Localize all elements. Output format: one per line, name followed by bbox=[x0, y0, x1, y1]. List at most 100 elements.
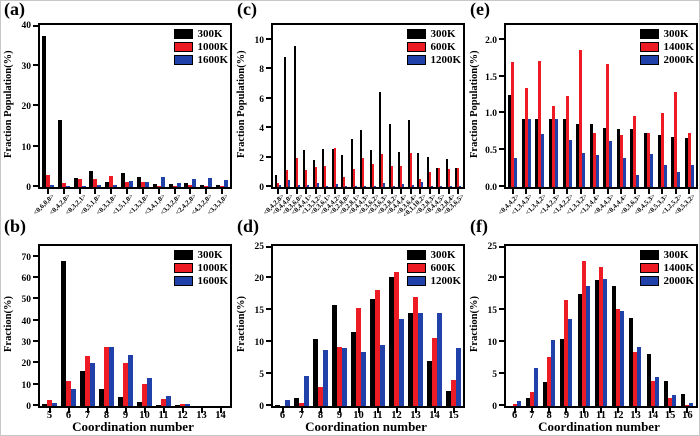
x-tick bbox=[579, 189, 582, 194]
y-tick bbox=[499, 148, 504, 151]
bar-300K bbox=[535, 118, 539, 187]
bar-300K bbox=[603, 128, 607, 187]
bar-1600K bbox=[147, 377, 152, 406]
bar-group bbox=[273, 246, 292, 406]
bar-600K bbox=[299, 403, 304, 406]
bar-group bbox=[40, 25, 56, 187]
y-tick bbox=[33, 254, 38, 257]
legend-item: 1600K bbox=[174, 54, 228, 66]
bar-1200K bbox=[297, 184, 300, 187]
y-tick bbox=[33, 63, 38, 66]
panel-label-f: (f) bbox=[470, 216, 488, 236]
bar-group bbox=[273, 25, 283, 187]
bar-1000K bbox=[85, 356, 90, 406]
y-tick bbox=[499, 74, 504, 77]
bar-600K bbox=[352, 169, 355, 187]
x-tick bbox=[457, 189, 460, 194]
legend-swatch bbox=[640, 250, 660, 260]
chart-panel-f: (f) Fraction(%) 0 5 10 15 20 25 6 7 8 9 10 11 12 13 14… bbox=[467, 216, 699, 435]
bar-1600K bbox=[71, 388, 76, 406]
plot-area-f: 0 5 10 15 20 25 6 7 8 9 10 11 12 13 14 15 16 300K 1400K 200… bbox=[488, 242, 698, 421]
bar-300K bbox=[644, 132, 648, 187]
chart-panel-c: (c) Fraction Population(%) 0 2 4 6 8 10 <0,4,2… bbox=[234, 1, 467, 219]
bar-300K bbox=[200, 184, 205, 187]
legend-swatch bbox=[407, 29, 427, 39]
legend-item: 1600K bbox=[174, 275, 228, 287]
bar-600K bbox=[324, 166, 327, 187]
legend-label: 1000K bbox=[197, 41, 228, 53]
bar-300K bbox=[136, 177, 141, 187]
x-tick-label: 6 bbox=[65, 410, 72, 421]
bar-300K bbox=[577, 294, 582, 406]
x-tick bbox=[525, 189, 528, 194]
bar-group bbox=[311, 246, 330, 406]
bar-group bbox=[173, 246, 192, 406]
bar-group bbox=[167, 25, 183, 187]
bar-group bbox=[560, 25, 574, 187]
bar-group bbox=[349, 246, 368, 406]
bar-1200K bbox=[354, 185, 357, 187]
bar-1400K bbox=[619, 134, 623, 187]
bar-300K bbox=[105, 182, 110, 187]
bar-300K bbox=[303, 150, 306, 187]
bar-2000K bbox=[690, 164, 694, 187]
x-tick bbox=[126, 189, 129, 194]
legend-swatch bbox=[174, 55, 194, 65]
bar-2000K bbox=[654, 377, 659, 406]
x-tick bbox=[633, 189, 636, 194]
x-tick-label: 9 bbox=[122, 410, 129, 421]
y-tick-label: 4 bbox=[259, 124, 264, 135]
bar-300K bbox=[671, 136, 675, 187]
x-tick bbox=[314, 189, 317, 194]
bar-300K bbox=[313, 339, 318, 406]
panel-label-c: (c) bbox=[237, 0, 257, 19]
bar-group bbox=[283, 25, 293, 187]
x-tick bbox=[189, 189, 192, 194]
bar-1400K bbox=[538, 61, 542, 187]
x-tick bbox=[669, 408, 672, 413]
legend-label: 1600K bbox=[197, 275, 228, 287]
legend-label: 1600K bbox=[197, 54, 228, 66]
y-tick bbox=[33, 25, 38, 27]
bar-group bbox=[59, 246, 78, 406]
bar-300K bbox=[629, 317, 634, 406]
bar-1000K bbox=[220, 185, 225, 187]
x-tick bbox=[173, 189, 176, 194]
bar-2000K bbox=[637, 347, 642, 406]
bar-1400K bbox=[524, 87, 528, 187]
y-tick-label: 8 bbox=[259, 65, 264, 76]
legend-label: 1400K bbox=[663, 262, 694, 274]
bar-group bbox=[523, 246, 540, 406]
bar-600K bbox=[337, 347, 342, 406]
bar-2000K bbox=[609, 140, 613, 187]
bar-1600K bbox=[185, 403, 190, 406]
bar-600K bbox=[390, 165, 393, 187]
x-tick bbox=[414, 408, 417, 413]
legend-swatch bbox=[640, 263, 660, 273]
legend-label: 300K bbox=[197, 249, 223, 261]
bar-1600K bbox=[52, 403, 57, 406]
legend-item: 1000K bbox=[174, 262, 228, 274]
bar-300K bbox=[508, 94, 512, 187]
bar-1400K bbox=[633, 352, 638, 406]
bar-1400K bbox=[598, 267, 603, 406]
legend-item: 1000K bbox=[174, 41, 228, 53]
legend: 300K 600K 1200K bbox=[407, 248, 461, 288]
bar-1200K bbox=[307, 184, 310, 187]
legend-label: 1200K bbox=[430, 275, 461, 287]
bar-1000K bbox=[66, 381, 71, 406]
x-tick-label: 9 bbox=[336, 410, 343, 421]
bar-group bbox=[198, 25, 214, 187]
bar-group bbox=[78, 246, 97, 406]
bar-300K bbox=[152, 183, 157, 187]
x-tick-label: 15 bbox=[664, 410, 676, 421]
bar-group bbox=[151, 25, 167, 187]
y-tick-label: 30 bbox=[21, 338, 32, 348]
bar-group bbox=[397, 25, 407, 187]
bar-group bbox=[292, 246, 311, 406]
x-tick-label: 10 bbox=[139, 410, 150, 421]
bar-300K bbox=[137, 402, 142, 406]
x-tick-label: 7 bbox=[529, 410, 535, 421]
bar-group bbox=[601, 25, 615, 187]
x-tick bbox=[362, 189, 365, 194]
